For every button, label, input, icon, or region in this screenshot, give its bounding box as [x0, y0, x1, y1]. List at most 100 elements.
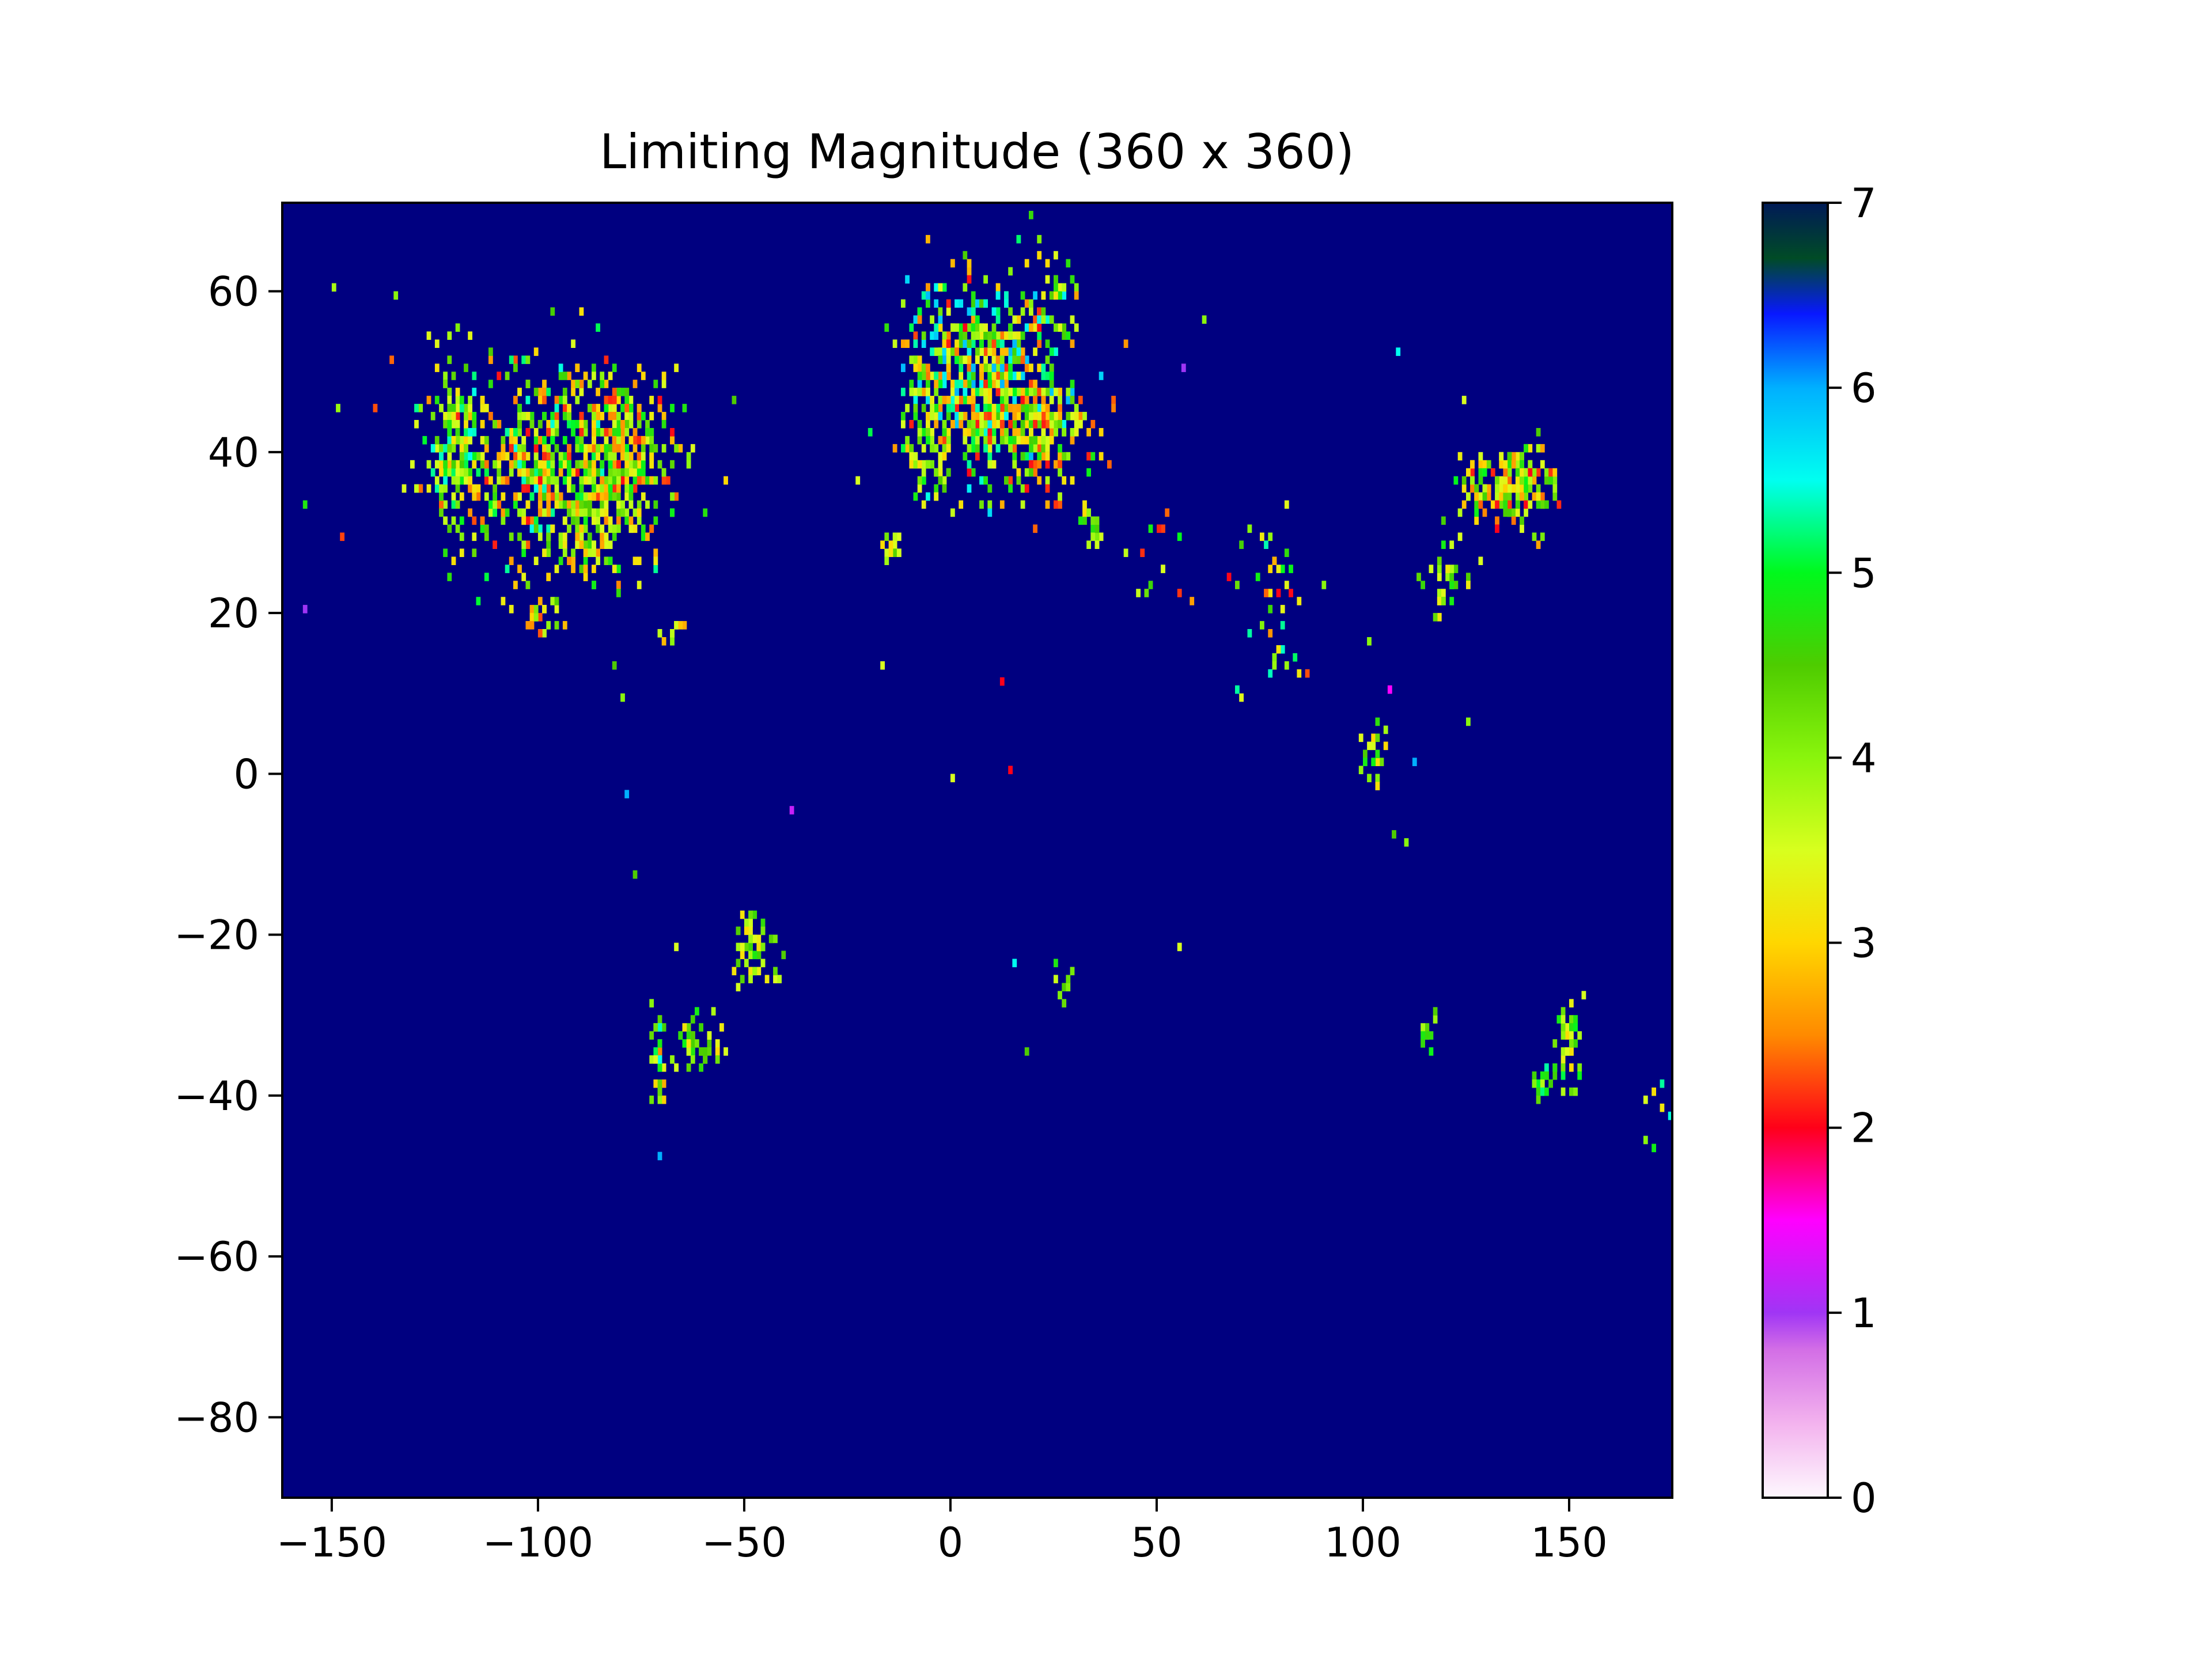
heatmap-cell [628, 516, 634, 525]
heatmap-cell [529, 605, 535, 613]
heatmap-cell [1474, 484, 1479, 493]
heatmap-cell [505, 428, 510, 437]
heatmap-cell [1643, 1095, 1648, 1104]
heatmap-cell [991, 428, 997, 437]
heatmap-cell [905, 339, 910, 348]
heatmap-cell [955, 412, 959, 421]
heatmap-cell [464, 435, 468, 445]
heatmap-cell [628, 524, 634, 533]
heatmap-cell [608, 524, 613, 533]
heatmap-cell [505, 372, 510, 380]
heatmap-cell [596, 323, 600, 332]
heatmap-cell [1437, 613, 1442, 622]
heatmap-cell [575, 435, 580, 445]
heatmap-cell [600, 524, 605, 533]
heatmap-cell [690, 1055, 695, 1064]
heatmap-cell [1045, 275, 1050, 284]
heatmap-cell [1020, 388, 1025, 396]
heatmap-cell [521, 452, 527, 461]
heatmap-cell [959, 380, 964, 388]
heatmap-cell [1478, 556, 1483, 565]
heatmap-cell [661, 380, 666, 388]
heatmap-cell [991, 331, 997, 340]
heatmap-cell [752, 910, 757, 919]
heatmap-cell [987, 452, 993, 461]
heatmap-cell [550, 412, 555, 421]
heatmap-cell [999, 420, 1005, 429]
heatmap-cell [645, 476, 650, 485]
heatmap-cell [942, 428, 947, 437]
heatmap-cell [1226, 573, 1232, 581]
heatmap-cell [1544, 1071, 1549, 1080]
heatmap-cell [1020, 484, 1025, 493]
heatmap-cell [596, 492, 600, 501]
heatmap-cell [661, 637, 666, 646]
heatmap-cell [1375, 782, 1380, 790]
heatmap-cell [472, 484, 477, 493]
heatmap-cell [905, 435, 910, 445]
heatmap-cell [987, 347, 993, 356]
heatmap-cell [488, 476, 493, 485]
heatmap-cell [1495, 524, 1499, 533]
heatmap-cell [938, 323, 943, 332]
heatmap-cell [1029, 299, 1033, 308]
heatmap-cell [1528, 476, 1533, 485]
heatmap-cell [592, 565, 596, 573]
heatmap-cell [987, 380, 993, 388]
heatmap-cell [1054, 251, 1058, 260]
heatmap-cell [1536, 500, 1541, 509]
heatmap-cell [934, 323, 939, 332]
heatmap-cell [1020, 331, 1025, 340]
heatmap-cell [616, 565, 621, 573]
heatmap-cell [542, 629, 547, 638]
heatmap-cell [1577, 1071, 1582, 1080]
heatmap-cell [575, 492, 580, 501]
heatmap-cell [1024, 420, 1029, 429]
heatmap-cell [987, 500, 993, 509]
heatmap-cell [558, 396, 563, 404]
heatmap-cell [550, 307, 555, 316]
heatmap-cell [1528, 500, 1533, 509]
heatmap-cell [686, 1031, 691, 1040]
heatmap-cell [1024, 355, 1029, 364]
heatmap-cell [443, 468, 448, 477]
heatmap-cell [620, 508, 625, 517]
heatmap-cell [1515, 508, 1520, 517]
heatmap-cell [1062, 476, 1067, 485]
heatmap-cell [1239, 540, 1244, 549]
heatmap-cell [1037, 315, 1042, 324]
heatmap-cell [600, 532, 605, 541]
heatmap-cell [703, 1047, 708, 1056]
heatmap-cell [963, 435, 968, 445]
heatmap-cell [624, 428, 630, 437]
heatmap-cell [1495, 500, 1499, 509]
heatmap-cell [612, 435, 617, 445]
heatmap-cell [1016, 315, 1021, 324]
heatmap-cell [1660, 1103, 1665, 1112]
heatmap-cell [711, 1007, 716, 1016]
heatmap-cell [1515, 460, 1520, 469]
heatmap-cell [1045, 372, 1050, 380]
heatmap-cell [513, 460, 518, 469]
heatmap-cell [950, 420, 955, 429]
heatmap-cell [447, 388, 452, 396]
heatmap-cell [1099, 372, 1104, 380]
heatmap-cell [653, 500, 658, 509]
heatmap-cell [459, 444, 464, 453]
heatmap-cell [592, 363, 596, 372]
heatmap-cell [959, 299, 964, 308]
heatmap-cell [529, 613, 535, 622]
heatmap-cell [995, 315, 1001, 324]
heatmap-cell [632, 870, 638, 879]
heatmap-cell [1024, 259, 1029, 268]
heatmap-cell [1453, 581, 1459, 589]
heatmap-cell [1478, 476, 1483, 485]
heatmap-cell [472, 460, 477, 469]
heatmap-cell [1070, 388, 1075, 396]
heatmap-cell [983, 299, 988, 308]
heatmap-cell [451, 492, 456, 501]
heatmap-cell [517, 452, 522, 461]
heatmap-cell [579, 444, 584, 453]
heatmap-cell [575, 363, 580, 372]
heatmap-cell [955, 355, 959, 364]
